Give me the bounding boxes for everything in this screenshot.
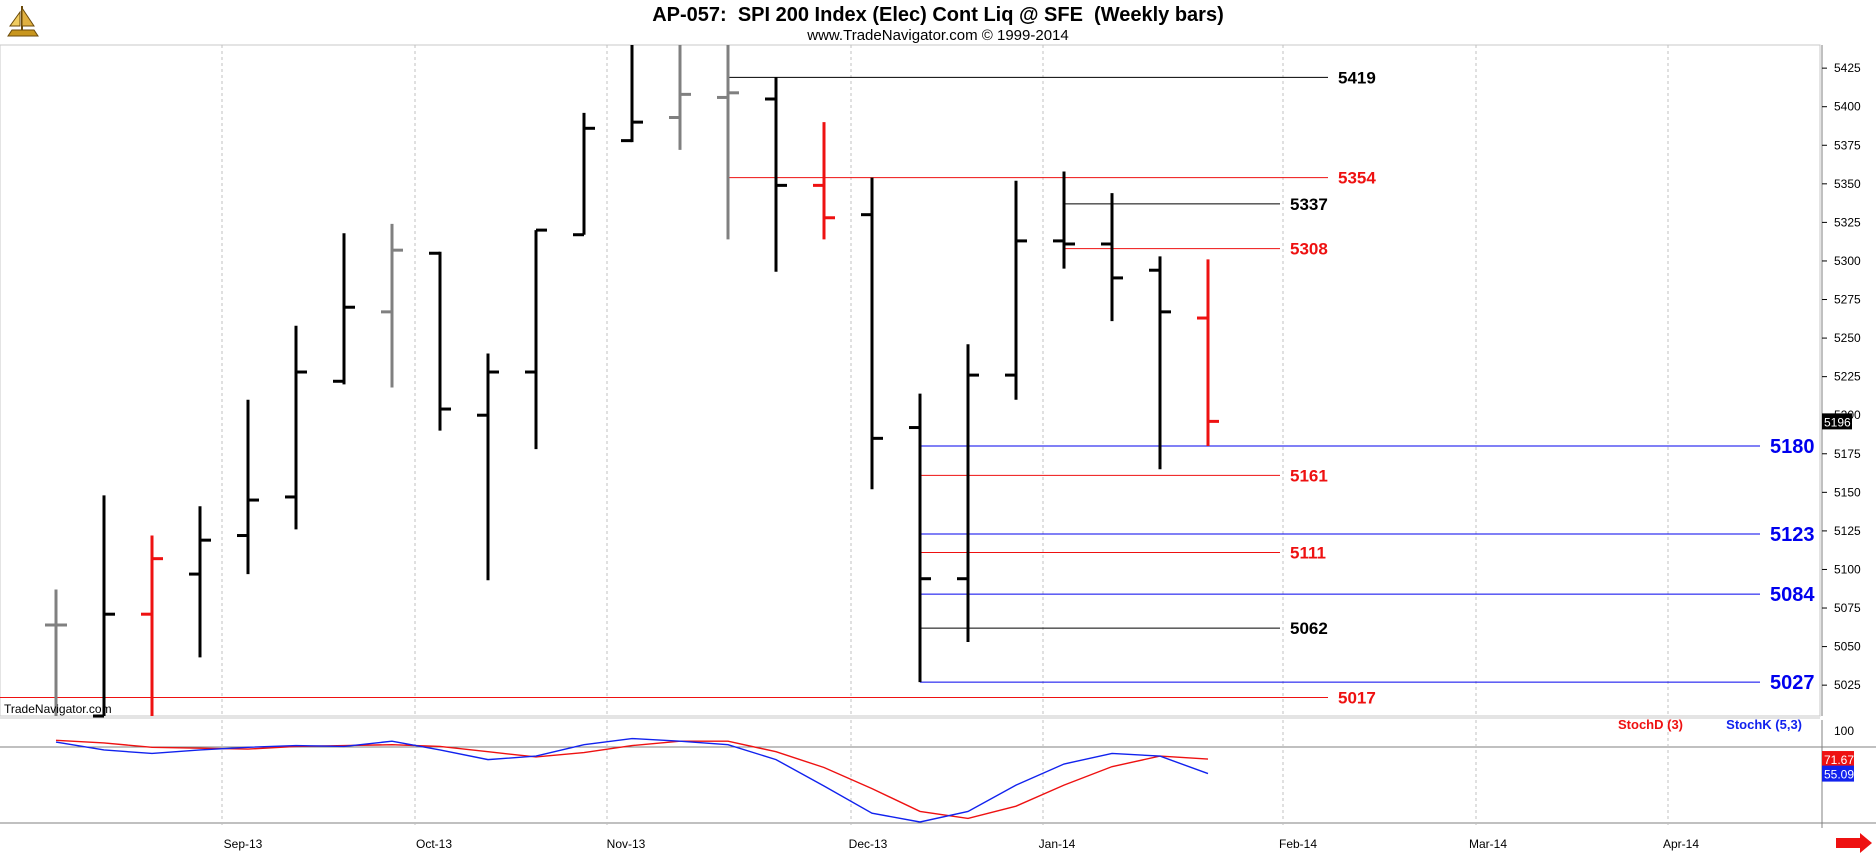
price-bars — [45, 45, 1219, 718]
level-label: 5337 — [1290, 195, 1328, 214]
price-grid — [221, 45, 1669, 716]
level-label: 5354 — [1338, 169, 1376, 188]
y-tick-label: 5250 — [1834, 331, 1861, 345]
stoch-series-line — [55, 737, 1209, 823]
tradenavigator-logo-icon[interactable] — [4, 6, 40, 40]
ohlc-bar — [669, 45, 691, 150]
price-panel-frame — [0, 44, 1821, 717]
x-tick-label: Nov-13 — [607, 837, 646, 851]
x-tick-label: Feb-14 — [1279, 837, 1317, 851]
y-tick-label: 5400 — [1834, 100, 1861, 114]
ohlc-bar — [477, 353, 499, 581]
stoch-value-label: 55.09 — [1824, 768, 1854, 782]
x-tick-label: Jan-14 — [1039, 837, 1076, 851]
x-tick-label: Apr-14 — [1663, 837, 1699, 851]
ohlc-bar — [141, 535, 163, 716]
last-price-badge — [1822, 413, 1852, 430]
y-tick-label: 5025 — [1834, 678, 1861, 692]
y-tick-label: 5050 — [1834, 640, 1861, 654]
level-label: 5017 — [1338, 688, 1376, 707]
ohlc-bar — [381, 223, 403, 388]
level-label: 5084 — [1770, 584, 1815, 606]
y-tick-label: 5375 — [1834, 138, 1861, 152]
ohlc-bar — [1101, 193, 1123, 322]
chart-subtitle: www.TradeNavigator.com © 1999-2014 — [806, 27, 1068, 44]
watermark: TradeNavigator.com — [4, 702, 112, 716]
y-tick-label: 5075 — [1834, 601, 1861, 615]
y-tick-label: 5225 — [1834, 370, 1861, 384]
level-label: 5062 — [1290, 619, 1328, 638]
y-tick-label: 5300 — [1834, 254, 1861, 268]
ohlc-bar — [717, 45, 739, 240]
price-y-axis: 5025505050755100512551505175520052255250… — [1821, 45, 1861, 716]
ohlc-bar — [429, 251, 451, 431]
ohlc-bar — [909, 393, 931, 683]
ohlc-bar — [285, 325, 307, 530]
ohlc-bar — [1149, 256, 1171, 470]
ohlc-bar — [1005, 180, 1027, 400]
y-tick-label: 5325 — [1834, 215, 1861, 229]
ohlc-bar — [957, 344, 979, 642]
stoch-value-badge — [1822, 765, 1854, 782]
x-tick-label: Dec-13 — [849, 837, 888, 851]
stoch-grid — [221, 720, 1669, 828]
level-label: 5161 — [1290, 466, 1328, 485]
ohlc-bar — [813, 122, 835, 240]
y-tick-label: 5125 — [1834, 524, 1861, 538]
level-label: 5419 — [1338, 68, 1376, 87]
level-label: 5123 — [1770, 524, 1815, 546]
ohlc-bar — [1053, 171, 1075, 269]
ohlc-bar — [237, 399, 259, 575]
chart-title: AP-057: SPI 200 Index (Elec) Cont Liq @ … — [652, 4, 1224, 26]
x-tick-label: Oct-13 — [416, 837, 452, 851]
y-tick-label: 5150 — [1834, 485, 1861, 499]
x-tick-label: Sep-13 — [224, 837, 263, 851]
stoch-value-label: 71.67 — [1824, 753, 1854, 767]
stoch-tick-label: 100 — [1834, 724, 1854, 738]
x-axis: Sep-13 Oct-13 Nov-13 Dec-13 Jan-14 Feb-14 Mar-… — [224, 837, 1700, 851]
ohlc-bar — [333, 233, 355, 385]
ohlc-bar — [861, 177, 883, 490]
ohlc-bar — [93, 495, 115, 718]
y-tick-label: 5100 — [1834, 562, 1861, 576]
ohlc-bar — [621, 45, 643, 143]
ohlc-bar — [765, 77, 787, 272]
last-price-label: 5196 — [1824, 415, 1851, 429]
legend-stochd: StochD (3) — [1618, 717, 1683, 732]
price-panel: 5419 5354 5337 5308 5180 5161 5123 5111 5084 5062… — [0, 44, 1861, 718]
y-tick-label: 5275 — [1834, 293, 1861, 307]
stoch-series-line — [55, 739, 1209, 820]
legend-stochk: StochK (5,3) — [1726, 717, 1802, 732]
ohlc-bar — [573, 112, 595, 237]
level-label: 5027 — [1770, 672, 1815, 694]
level-label: 5111 — [1290, 543, 1326, 562]
level-label: 5180 — [1770, 436, 1815, 458]
ohlc-bar — [1197, 259, 1219, 447]
stoch-value-badge — [1822, 751, 1854, 768]
stoch-lines — [55, 737, 1209, 823]
y-tick-label: 5425 — [1834, 61, 1861, 75]
ohlc-bar — [525, 228, 547, 450]
y-tick-label: 5350 — [1834, 177, 1861, 191]
x-tick-label: Mar-14 — [1469, 837, 1507, 851]
price-levels: 5419 5354 5337 5308 5180 5161 5123 5111 5084 5062… — [0, 68, 1815, 707]
y-tick-label: 5175 — [1834, 447, 1861, 461]
ohlc-bar — [189, 506, 211, 658]
scroll-right-arrow-icon[interactable] — [1836, 833, 1872, 853]
ohlc-bar — [45, 589, 67, 716]
level-label: 5308 — [1290, 240, 1328, 259]
